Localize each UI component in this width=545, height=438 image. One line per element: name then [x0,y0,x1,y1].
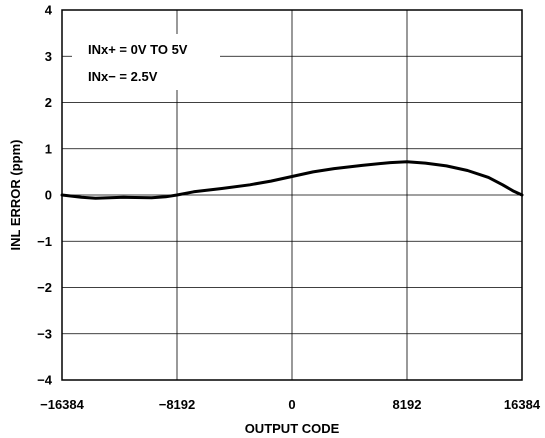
y-tick-label: 2 [45,95,52,110]
y-tick-label: −4 [37,373,53,388]
y-tick-label: 4 [45,3,53,18]
inl-error-curve [60,160,524,200]
y-axis-title: INL ERROR (ppm) [8,140,23,251]
annotation-line-2: INx− = 2.5V [88,69,158,84]
y-tick-label: 3 [45,49,52,64]
y-tick-label: 1 [45,141,52,156]
y-tick-label: −2 [37,280,52,295]
x-tick-label: −16384 [40,397,85,412]
x-tick-label: 0 [288,397,295,412]
x-tick-label: −8192 [159,397,196,412]
y-tick-labels: 4 3 2 1 0 −1 −2 −3 −4 [37,3,53,388]
x-axis-title: OUTPUT CODE [245,421,340,436]
y-tick-label: −3 [37,326,52,341]
y-tick-label: 0 [45,188,52,203]
x-tick-label: 8192 [393,397,422,412]
annotation-box [72,34,220,90]
x-tick-labels: −16384 −8192 0 8192 16384 [40,397,541,412]
x-tick-label: 16384 [504,397,541,412]
y-tick-label: −1 [37,234,52,249]
annotation-line-1: INx+ = 0V TO 5V [88,42,188,57]
